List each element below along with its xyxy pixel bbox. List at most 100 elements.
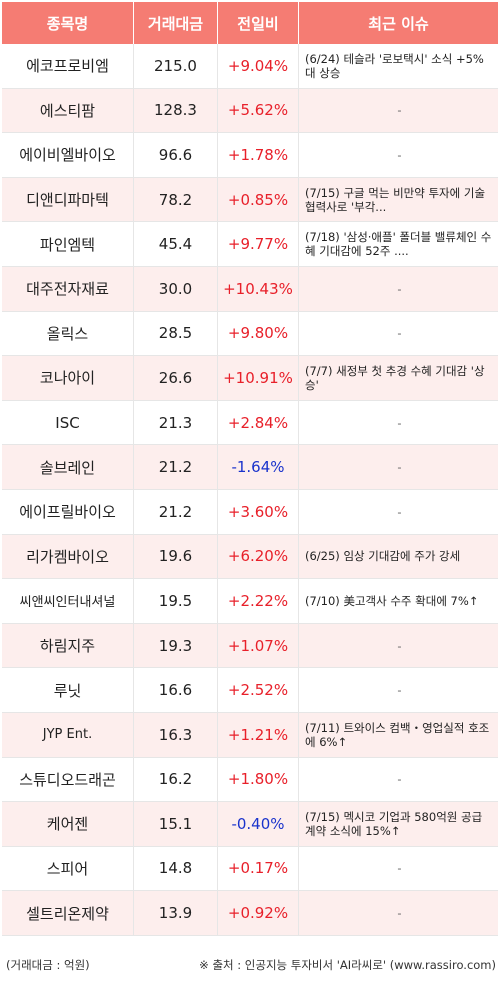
price-change: +10.43% xyxy=(218,266,299,311)
recent-issue-text: - xyxy=(397,103,402,118)
stock-name: ISC xyxy=(2,400,134,445)
footer: (거래대금 : 억원) ※ 출처 : 인공지능 투자비서 'AI라씨로' (ww… xyxy=(0,950,500,980)
trading-volume: 28.5 xyxy=(134,311,218,356)
recent-issue: (6/24) 테슬라 '로보택시' 소식 +5%대 상승 xyxy=(299,44,498,88)
price-change: +2.84% xyxy=(218,400,299,445)
table-row: 케어젠 15.1 -0.40% (7/15) 멕시코 기업과 580억원 공급 계약 … xyxy=(2,802,498,847)
stock-table: 종목명 거래대금 전일비 최근 이슈 에코프로비엠 215.0 +9.04% (6/2… xyxy=(2,2,498,936)
recent-issue-text: - xyxy=(397,415,402,430)
recent-issue-text: (7/11) 트와이스 컴백・영업실적 호조에 6%↑ xyxy=(305,720,490,749)
price-change: +1.80% xyxy=(218,757,299,802)
table-row: 대주전자재료 30.0 +10.43% - xyxy=(2,266,498,312)
recent-issue: (7/15) 구글 먹는 비만약 투자에 기술 협력사로 '부각... xyxy=(299,178,498,222)
recent-issue: - xyxy=(299,445,498,489)
recent-issue: - xyxy=(299,89,498,133)
header-volume: 거래대금 xyxy=(134,2,218,44)
trading-volume: 19.3 xyxy=(134,623,218,668)
header-issue: 최근 이슈 xyxy=(368,14,429,33)
trading-volume: 21.2 xyxy=(134,445,218,489)
recent-issue-text: - xyxy=(397,460,402,475)
price-change: +0.17% xyxy=(218,846,299,891)
recent-issue-text: - xyxy=(397,281,402,296)
stock-name: 씨앤씨인터내셔널 xyxy=(2,579,134,623)
recent-issue: (7/10) 美고객사 수주 확대에 7%↑ xyxy=(299,579,498,623)
trading-volume: 19.6 xyxy=(134,534,218,579)
stock-name: 에이비엘바이오 xyxy=(2,133,134,177)
recent-issue: - xyxy=(299,133,498,177)
recent-issue-text: (6/24) 테슬라 '로보택시' 소식 +5%대 상승 xyxy=(305,51,484,80)
stock-name: 루닛 xyxy=(2,668,134,712)
unit-note: (거래대금 : 억원) xyxy=(6,958,90,972)
trading-volume: 13.9 xyxy=(134,891,218,935)
table-row: 루닛 16.6 +2.52% - xyxy=(2,668,498,713)
table-row: 스피어 14.8 +0.17% - xyxy=(2,846,498,892)
price-change: +10.91% xyxy=(218,356,299,400)
header-change: 전일비 xyxy=(218,2,299,44)
table-row: JYP Ent. 16.3 +1.21% (7/11) 트와이스 컴백・영업실적 호조… xyxy=(2,712,498,758)
trading-volume: 96.6 xyxy=(134,133,218,177)
table-header: 종목명 거래대금 전일비 최근 이슈 xyxy=(2,2,498,44)
trading-volume: 215.0 xyxy=(134,44,218,88)
recent-issue: (6/25) 임상 기대감에 주가 강세 xyxy=(299,535,498,579)
trading-volume: 19.5 xyxy=(134,579,218,623)
table-row: 솔브레인 21.2 -1.64% - xyxy=(2,445,498,490)
price-change: -0.40% xyxy=(218,802,299,846)
table-row: 에이비엘바이오 96.6 +1.78% - xyxy=(2,133,498,178)
price-change: +3.60% xyxy=(218,489,299,534)
stock-name: 올릭스 xyxy=(2,311,134,356)
table-row: 리가켐바이오 19.6 +6.20% (6/25) 임상 기대감에 주가 강세 xyxy=(2,534,498,580)
trading-volume: 30.0 xyxy=(134,266,218,311)
recent-issue-text: (7/10) 美고객사 수주 확대에 7%↑ xyxy=(305,593,479,608)
trading-volume: 16.2 xyxy=(134,757,218,802)
table-row: 에이프릴바이오 21.2 +3.60% - xyxy=(2,489,498,535)
recent-issue-text: - xyxy=(397,683,402,698)
stock-name: 스피어 xyxy=(2,846,134,891)
recent-issue: - xyxy=(299,758,498,802)
table-row: 디앤디파마텍 78.2 +0.85% (7/15) 구글 먹는 비만약 투자에 기술 … xyxy=(2,177,498,223)
recent-issue-text: - xyxy=(397,906,402,921)
recent-issue: - xyxy=(299,847,498,891)
recent-issue-text: (7/18) '삼성·애플' 폴더블 밸류체인 수혜 기대감에 52주 .... xyxy=(305,230,492,259)
recent-issue: - xyxy=(299,490,498,534)
recent-issue-text: - xyxy=(397,147,402,162)
recent-issue: (7/18) '삼성·애플' 폴더블 밸류체인 수혜 기대감에 52주 .... xyxy=(299,222,498,266)
stock-name: 케어젠 xyxy=(2,802,134,846)
recent-issue-text: - xyxy=(397,638,402,653)
price-change: +1.78% xyxy=(218,133,299,177)
stock-name: 솔브레인 xyxy=(2,445,134,489)
price-change: +0.85% xyxy=(218,177,299,222)
recent-issue: - xyxy=(299,668,498,712)
source-note: ※ 출처 : 인공지능 투자비서 'AI라씨로' (www.rassiro.co… xyxy=(199,958,496,972)
price-change: +2.52% xyxy=(218,668,299,712)
table-row: ISC 21.3 +2.84% - xyxy=(2,400,498,446)
trading-volume: 45.4 xyxy=(134,222,218,266)
recent-issue: (7/11) 트와이스 컴백・영업실적 호조에 6%↑ xyxy=(299,713,498,757)
recent-issue: - xyxy=(299,624,498,668)
recent-issue-text: - xyxy=(397,861,402,876)
recent-issue-text: (7/7) 새정부 첫 추경 수혜 기대감 '상승' xyxy=(305,363,485,392)
trading-volume: 16.3 xyxy=(134,712,218,757)
stock-name: 리가켐바이오 xyxy=(2,534,134,579)
recent-issue: (7/7) 새정부 첫 추경 수혜 기대감 '상승' xyxy=(299,356,498,400)
recent-issue: - xyxy=(299,401,498,445)
recent-issue-text: - xyxy=(397,504,402,519)
trading-volume: 128.3 xyxy=(134,88,218,133)
stock-name: 에스티팜 xyxy=(2,88,134,133)
table-row: 에코프로비엠 215.0 +9.04% (6/24) 테슬라 '로보택시' 소식 +5… xyxy=(2,44,498,89)
table-row: 코나아이 26.6 +10.91% (7/7) 새정부 첫 추경 수혜 기대감 '상승… xyxy=(2,356,498,401)
recent-issue: (7/15) 멕시코 기업과 580억원 공급 계약 소식에 15%↑ xyxy=(299,802,498,846)
stock-name: 파인엠텍 xyxy=(2,222,134,266)
table-row: 셀트리온제약 13.9 +0.92% - xyxy=(2,891,498,936)
trading-volume: 15.1 xyxy=(134,802,218,846)
trading-volume: 14.8 xyxy=(134,846,218,891)
price-change: -1.64% xyxy=(218,445,299,489)
recent-issue: - xyxy=(299,267,498,311)
table-body: 에코프로비엠 215.0 +9.04% (6/24) 테슬라 '로보택시' 소식 +5… xyxy=(2,44,498,936)
recent-issue-text: - xyxy=(397,772,402,787)
stock-name: 스튜디오드래곤 xyxy=(2,757,134,802)
trading-volume: 16.6 xyxy=(134,668,218,712)
price-change: +9.77% xyxy=(218,222,299,266)
price-change: +9.80% xyxy=(218,311,299,356)
price-change: +1.07% xyxy=(218,623,299,668)
header-name: 종목명 xyxy=(2,2,134,44)
